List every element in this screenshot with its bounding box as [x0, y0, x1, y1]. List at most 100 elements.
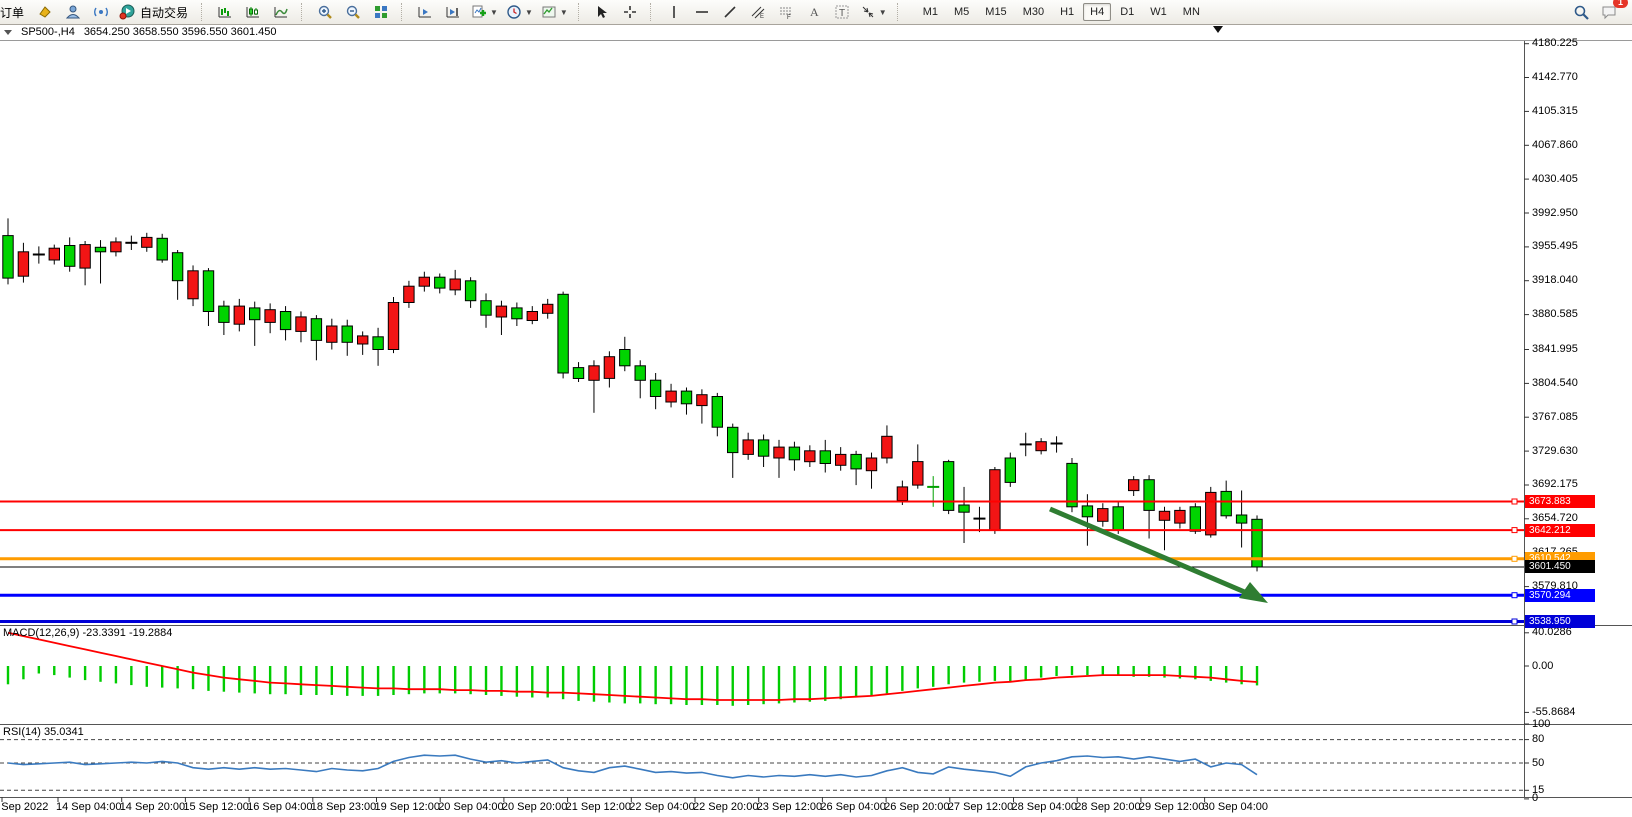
cursor-tool-button[interactable]	[589, 1, 615, 23]
chart-symbol-period: SP500-,H4	[21, 26, 75, 38]
time-axis-label[interactable]: 27 Sep 12:00	[947, 801, 1014, 813]
template-icon	[542, 6, 556, 18]
trend-arrow-annotation[interactable]	[1049, 506, 1268, 603]
periods-button[interactable]: ▼	[503, 1, 536, 23]
notifications-button[interactable]: 1	[1596, 0, 1628, 23]
timeframe-button-mn[interactable]: MN	[1182, 6, 1200, 18]
text-tool-button[interactable]: A	[801, 1, 827, 23]
time-axis-label[interactable]: 23 Sep 12:00	[756, 801, 823, 813]
price-axis-tick: 3729.630	[1532, 444, 1578, 457]
notification-badge: 1	[1613, 0, 1628, 8]
new-order-label: 订单	[0, 5, 25, 20]
signal-button[interactable]	[88, 1, 114, 23]
channel-tool-button[interactable]: E	[745, 1, 771, 23]
candle-chart-mode-button[interactable]	[240, 1, 266, 23]
gold-order-icon	[39, 6, 51, 18]
timeframe-button-m5[interactable]: M5	[954, 6, 970, 18]
time-axis-label[interactable]: 26 Sep 20:00	[884, 801, 950, 813]
profile-icon	[65, 5, 81, 19]
resistance-line-1-handle	[1511, 498, 1518, 505]
time-axis-label[interactable]: 22 Sep 20:00	[693, 801, 759, 813]
candlestick-icon	[246, 7, 260, 18]
price-axis-tick: 3841.995	[1532, 342, 1578, 355]
toolbar-separator	[201, 3, 206, 21]
cursor-icon	[597, 6, 607, 18]
timeframe-button-w1[interactable]: W1	[1150, 6, 1167, 18]
timeframe-button-h4[interactable]: H4	[1083, 3, 1112, 21]
resistance-line-2-price-flag[interactable]: 3642.212	[1525, 523, 1595, 537]
svg-text:T: T	[839, 8, 845, 19]
timeframe-button-h1[interactable]: H1	[1060, 6, 1075, 18]
search-button[interactable]	[1568, 1, 1594, 23]
chart-shift-button[interactable]	[440, 1, 466, 23]
market-watch-button[interactable]	[60, 1, 86, 23]
horizontal-line-tool-button[interactable]	[689, 1, 715, 23]
vertical-line-tool-button[interactable]	[661, 1, 687, 23]
time-axis-label[interactable]: 13 Sep 2022	[0, 801, 49, 813]
time-axis-label[interactable]: 22 Sep 04:00	[629, 801, 695, 813]
chart-expand-caret-icon[interactable]	[4, 29, 12, 35]
time-axis-label[interactable]: 16 Sep 04:00	[247, 801, 313, 813]
time-axis-label[interactable]: 20 Sep 04:00	[438, 801, 504, 813]
timeframe-button-m1[interactable]: M1	[922, 6, 938, 18]
zoom-out-icon	[346, 5, 360, 19]
timeframe-button-d1[interactable]: D1	[1120, 6, 1135, 18]
support-line-blue-1-price-flag[interactable]: 3570.294	[1525, 588, 1595, 602]
support-line-blue-2-price-flag[interactable]: 3538.950	[1525, 615, 1595, 628]
line-chart-mode-button[interactable]	[268, 1, 294, 23]
rsi-axis-tick: 80	[1532, 733, 1545, 746]
time-axis-label[interactable]: 28 Sep 20:00	[1075, 801, 1141, 813]
trendline-tool-button[interactable]	[717, 1, 743, 23]
zoom-in-icon	[318, 5, 332, 19]
order-icon[interactable]	[32, 1, 58, 23]
text-label-tool-button[interactable]: T	[829, 1, 855, 23]
time-axis-label[interactable]: 19 Sep 12:00	[374, 801, 440, 813]
search-icon	[1574, 5, 1589, 20]
time-axis-label[interactable]: 20 Sep 20:00	[501, 801, 568, 813]
time-axis-label[interactable]: 29 Sep 12:00	[1138, 801, 1205, 813]
chart-frame	[0, 40, 1632, 798]
timeframe-button-m30[interactable]: M30	[1022, 6, 1045, 18]
vertical-line-icon	[672, 6, 675, 18]
time-axis-label[interactable]: 30 Sep 04:00	[1202, 801, 1269, 813]
zoom-in-button[interactable]	[312, 1, 338, 23]
indicators-button[interactable]: ▼	[468, 1, 501, 23]
toolbar-right-group: 1	[1567, 0, 1628, 23]
candlestick-series[interactable]	[2, 218, 1263, 572]
time-axis-label[interactable]: 14 Sep 04:00	[56, 801, 122, 813]
resistance-line-1-price-flag[interactable]: 3673.883	[1525, 495, 1595, 508]
auto-scroll-button[interactable]	[412, 1, 438, 23]
crosshair-tool-button[interactable]	[617, 1, 643, 23]
line-chart-icon	[274, 7, 288, 18]
toolbar-separator	[649, 3, 655, 21]
price-axis-tick: 3804.540	[1532, 376, 1578, 389]
time-axis-label[interactable]: 14 Sep 20:00	[119, 801, 186, 813]
text-label-icon: T	[835, 5, 849, 19]
templates-button[interactable]: ▼	[538, 1, 571, 23]
current-price-line-price-flag[interactable]: 3601.450	[1525, 560, 1595, 574]
time-axis-label[interactable]: 28 Sep 04:00	[1011, 801, 1077, 813]
horizontal-level-lines[interactable]	[0, 498, 1524, 625]
toolbar-separator	[896, 3, 902, 21]
rsi-indicator-label: RSI(14) 35.0341	[3, 726, 84, 738]
add-indicator-icon	[472, 5, 487, 18]
autotrading-button[interactable]: 自动交易	[116, 1, 194, 23]
zoom-out-button[interactable]	[340, 1, 366, 23]
axis-ticks	[1, 43, 1529, 802]
time-axis-label[interactable]: 21 Sep 12:00	[565, 801, 632, 813]
timeframe-button-m15[interactable]: M15	[985, 6, 1007, 18]
new-order-button[interactable]: 订单	[0, 1, 30, 23]
current-bar-marker	[1213, 26, 1223, 33]
time-axis-label[interactable]: 26 Sep 04:00	[820, 801, 886, 813]
bar-chart-mode-button[interactable]	[212, 1, 238, 23]
chat-bubble-icon	[1602, 6, 1615, 19]
arrows-tool-button[interactable]: ▼	[857, 1, 890, 23]
clock-icon	[507, 5, 521, 19]
rsi-line	[7, 754, 1258, 779]
time-axis-label[interactable]: 18 Sep 23:00	[310, 801, 377, 813]
tile-windows-button[interactable]	[368, 1, 394, 23]
support-line-orange-handle	[1511, 555, 1518, 562]
fibonacci-tool-button[interactable]: F	[773, 1, 799, 23]
time-axis-label[interactable]: 15 Sep 12:00	[183, 801, 249, 813]
